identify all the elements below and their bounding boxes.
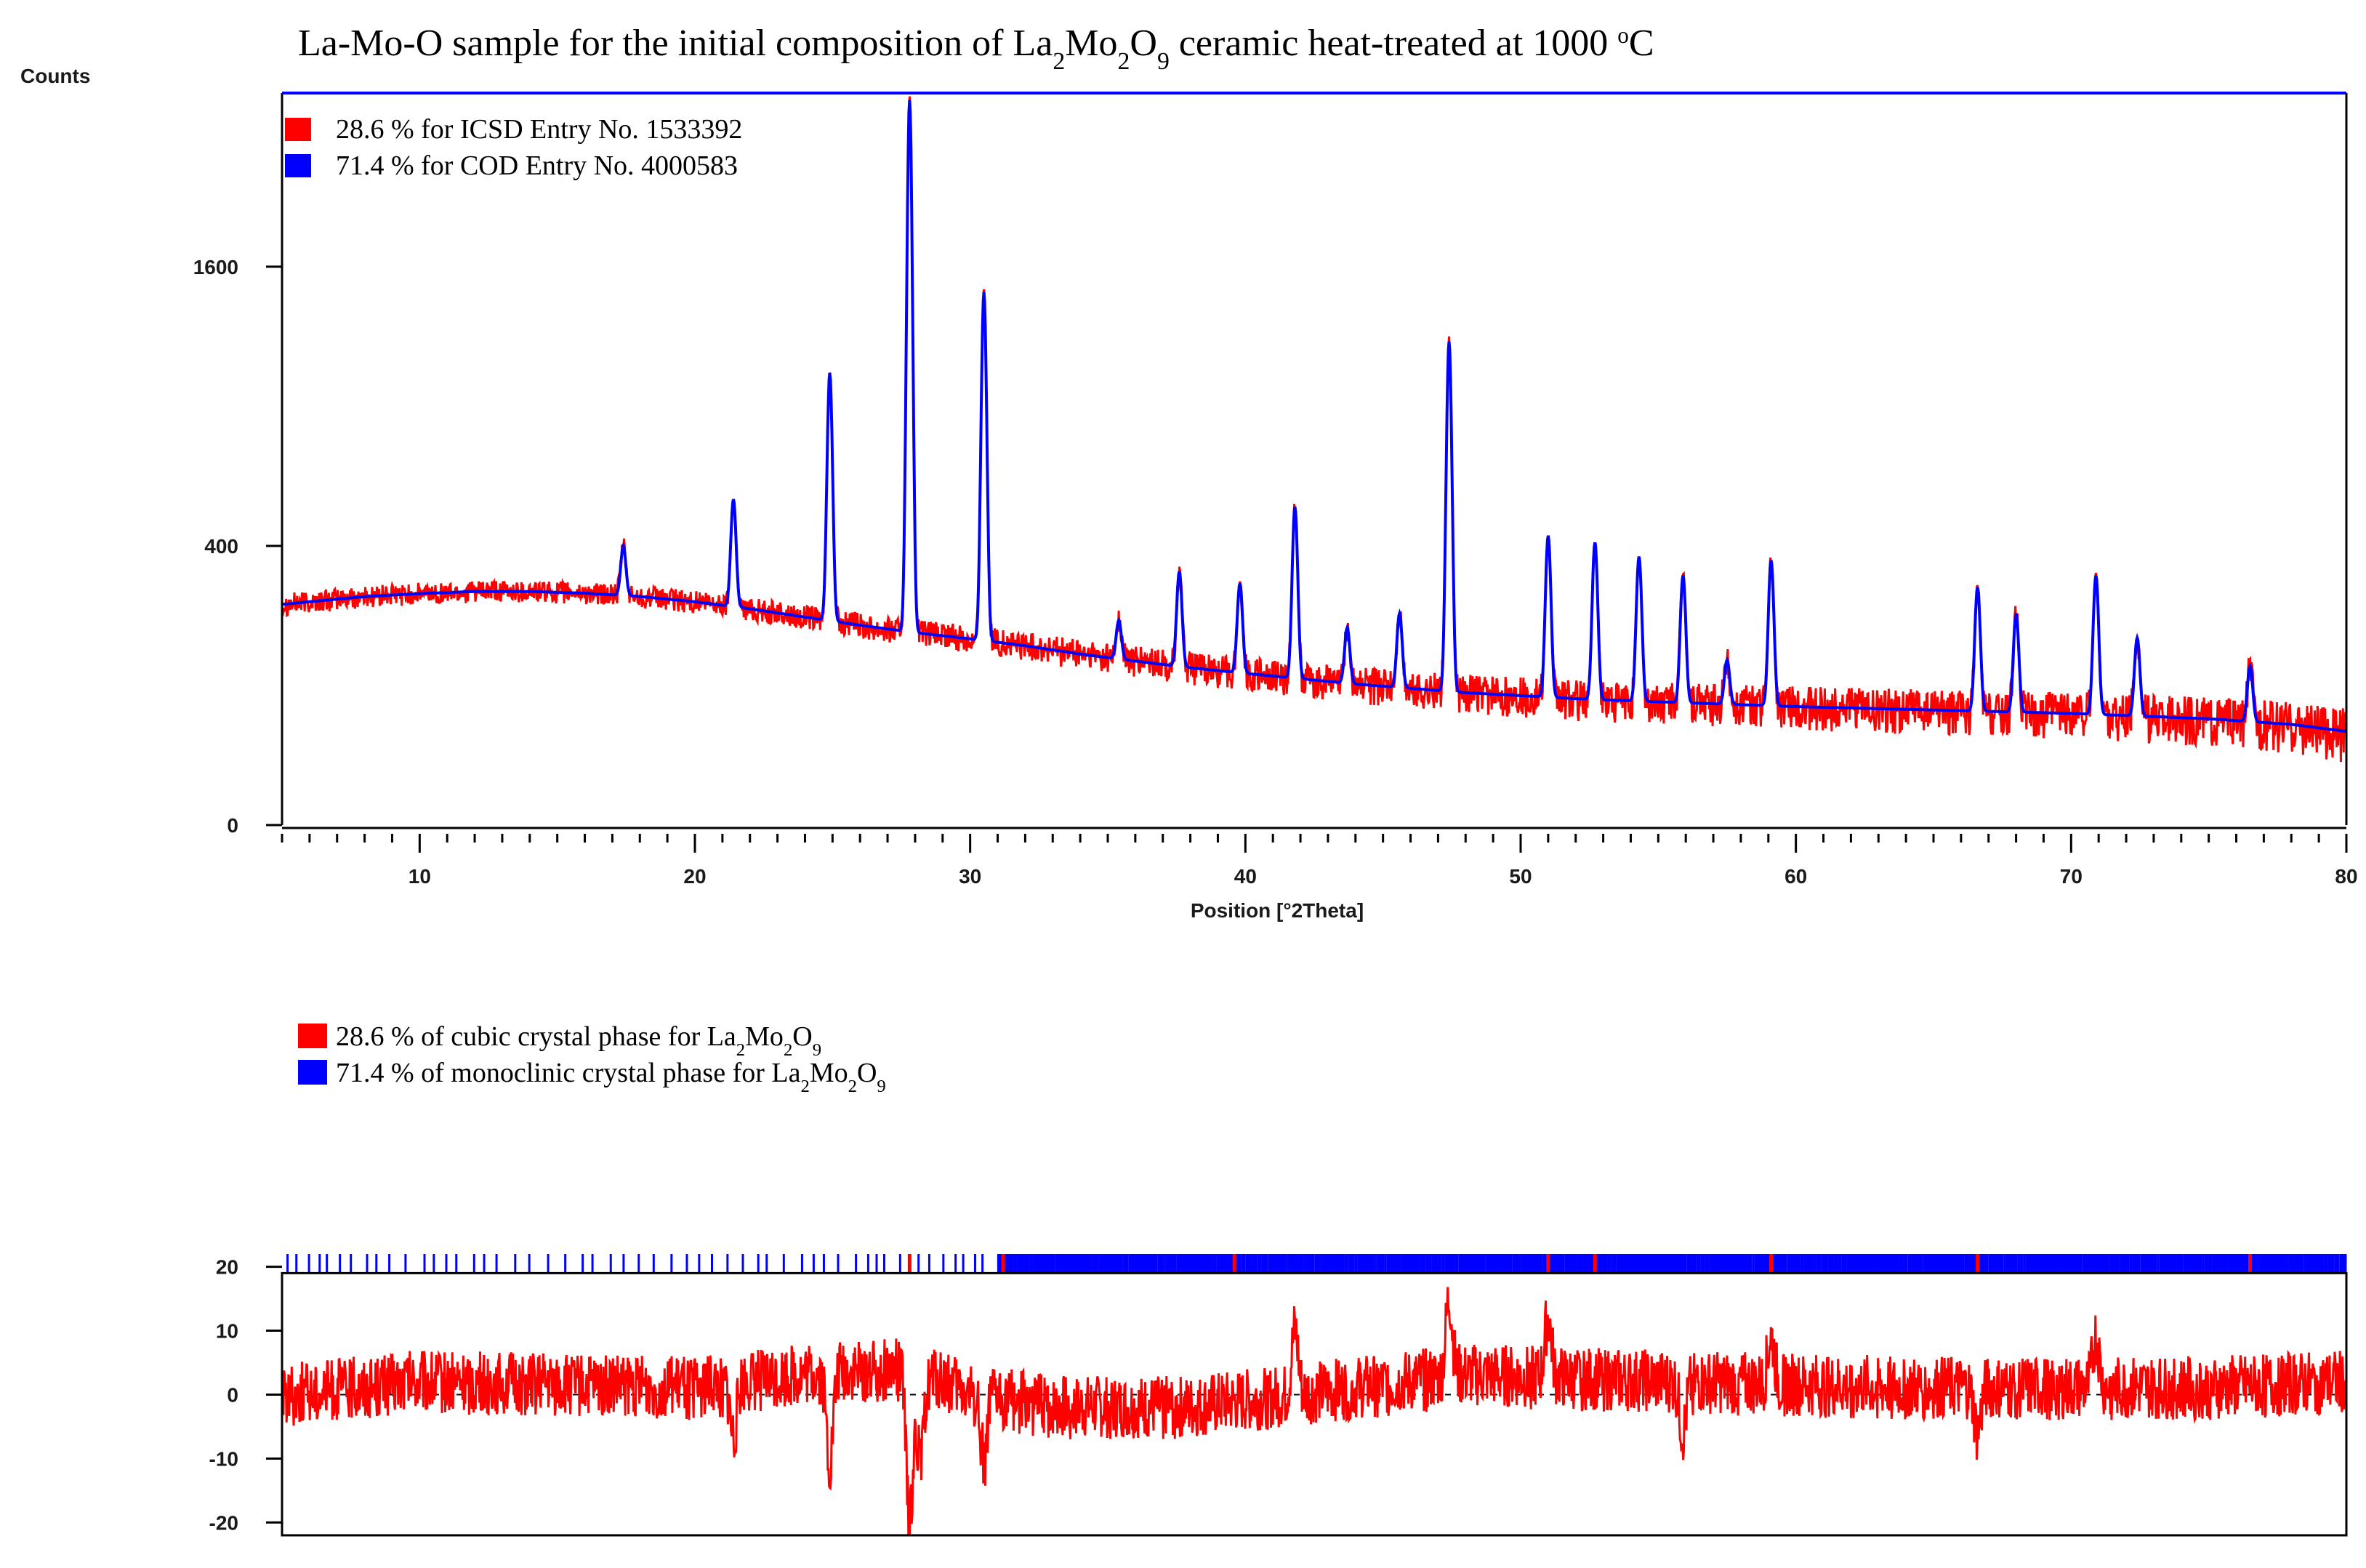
legend-swatch	[285, 118, 311, 141]
legend-swatch	[285, 154, 311, 177]
phase-legend-swatch	[298, 1024, 327, 1048]
x-tick-label: 60	[1784, 865, 1807, 888]
difference-axes: 20 10 0 -10 -20	[209, 1256, 2348, 1537]
diff-y-tick-label: 0	[227, 1384, 238, 1407]
diff-y-tick-label: 10	[216, 1320, 238, 1343]
x-tick-label: 40	[1234, 865, 1257, 888]
x-tick-label: 30	[959, 865, 981, 888]
x-axis-label: Position [°2Theta]	[1191, 899, 1364, 922]
y-tick-label: 0	[227, 814, 238, 837]
phase-legend-entry: 71.4 % of monoclinic crystal phase for L…	[336, 1058, 886, 1096]
series-line-observed	[281, 96, 2348, 763]
difference-frame	[281, 1271, 2348, 1537]
difference-plot: 20 10 0 -10 -20	[209, 1254, 2348, 1537]
diff-y-tick-label: 20	[216, 1256, 238, 1279]
y-axis-label: Counts	[20, 65, 90, 87]
diff-y-tick-label: -10	[209, 1447, 238, 1470]
legend-entry: 28.6 % for ICSD Entry No. 1533392	[336, 114, 742, 145]
x-tick-label: 80	[2335, 865, 2357, 888]
residual-line	[281, 1287, 2348, 1536]
main-axes: 0 400 1600 10 20 30 40 50 60 70 80	[193, 92, 2358, 888]
phase-legend-entry: 28.6 % of cubic crystal phase for La2Mo2…	[336, 1021, 821, 1060]
x-tick-label: 70	[2060, 865, 2083, 888]
diff-y-tick-label: -20	[209, 1511, 238, 1534]
chart-title: La-Mo-O sample for the initial compositi…	[298, 23, 1654, 75]
series-line-calculated	[281, 100, 2347, 733]
y-tick-label: 400	[204, 535, 238, 558]
phase-legend: 28.6 % of cubic crystal phase for La2Mo2…	[298, 1021, 886, 1096]
x-tick-label: 50	[1509, 865, 1532, 888]
main-legend: 28.6 % for ICSD Entry No. 1533392 71.4 % …	[285, 114, 742, 181]
difference-series-group	[281, 1254, 2348, 1536]
legend-entry: 71.4 % for COD Entry No. 4000583	[336, 150, 738, 181]
main-series-group	[281, 96, 2348, 763]
y-tick-label: 1600	[193, 256, 238, 278]
x-tick-label: 20	[683, 865, 706, 888]
main-pattern-plot: Counts Position [°2Theta] 0 400 1600 10 20 30…	[20, 65, 2358, 922]
phase-legend-swatch	[298, 1060, 327, 1085]
x-tick-label: 10	[409, 865, 431, 888]
